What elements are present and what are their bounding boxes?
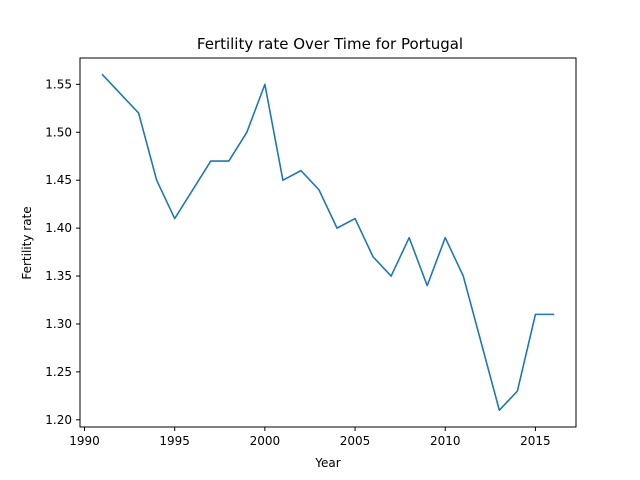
y-tick-label: 1.50 xyxy=(45,125,72,139)
x-axis-label: Year xyxy=(314,456,340,470)
x-tick-label: 2005 xyxy=(340,434,371,448)
series-line xyxy=(101,73,555,412)
chart-title: Fertility rate Over Time for Portugal xyxy=(197,35,463,53)
x-tick-label: 2000 xyxy=(250,434,281,448)
x-tick-label: 2010 xyxy=(430,434,461,448)
plot-area: 1990 1995 2000 2005 2010 2015 1.20 1.25 1.30 1.35… xyxy=(45,57,577,448)
y-tick-label: 1.20 xyxy=(45,413,72,427)
x-tick-label: 2015 xyxy=(520,434,551,448)
y-tick-label: 1.25 xyxy=(45,365,72,379)
y-axis-label: Fertility rate xyxy=(20,206,34,279)
y-tick-label: 1.35 xyxy=(45,269,72,283)
x-tick-label: 1995 xyxy=(159,434,190,448)
y-tick-label: 1.55 xyxy=(45,77,72,91)
y-tick-label: 1.40 xyxy=(45,221,72,235)
x-tick-label: 1990 xyxy=(69,434,100,448)
axes-frame xyxy=(79,57,577,428)
y-tick-label: 1.30 xyxy=(45,317,72,331)
y-tick-label: 1.45 xyxy=(45,173,72,187)
